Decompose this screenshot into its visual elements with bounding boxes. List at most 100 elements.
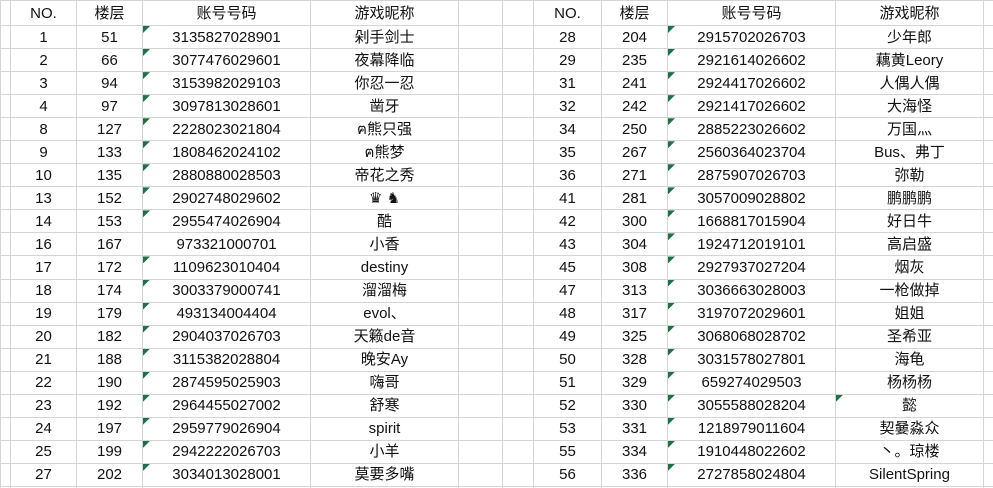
cell-floor[interactable]: 182 <box>77 325 143 349</box>
cell-nickname[interactable]: 少年郎 <box>836 26 984 50</box>
cell-no[interactable]: 4 <box>11 95 77 119</box>
gap-cell[interactable] <box>503 26 534 50</box>
gap-cell[interactable] <box>503 164 534 188</box>
cell-account[interactable]: 2955474026904 <box>143 210 311 234</box>
cell-floor[interactable]: 174 <box>77 279 143 303</box>
cell-account[interactable]: 973321000701 <box>143 233 311 257</box>
cell-account[interactable]: 2904037026703 <box>143 325 311 349</box>
header-nickname[interactable]: 游戏昵称 <box>311 1 459 26</box>
cell-no[interactable]: 29 <box>534 49 602 73</box>
cell-no[interactable]: 35 <box>534 141 602 165</box>
cell-account[interactable]: 3036663028003 <box>668 279 836 303</box>
cell-nickname[interactable]: 烟灰 <box>836 256 984 280</box>
cell-no[interactable]: 24 <box>11 417 77 441</box>
edge-cell[interactable] <box>984 210 993 234</box>
cell-floor[interactable]: 133 <box>77 141 143 165</box>
cell-nickname[interactable]: 嗨哥 <box>311 371 459 395</box>
cell-floor[interactable]: 241 <box>602 72 668 96</box>
cell-no[interactable]: 53 <box>534 417 602 441</box>
cell-no[interactable]: 31 <box>534 72 602 96</box>
gap-cell[interactable] <box>503 233 534 257</box>
header-floor[interactable]: 楼层 <box>602 1 668 26</box>
cell-nickname[interactable]: 溜溜梅 <box>311 279 459 303</box>
cell-nickname[interactable]: 姐姐 <box>836 302 984 326</box>
cell-account[interactable]: 3197072029601 <box>668 302 836 326</box>
cell-nickname[interactable]: ♛ ♞ <box>311 187 459 211</box>
gap-cell[interactable] <box>459 1 503 26</box>
cell-floor[interactable]: 304 <box>602 233 668 257</box>
cell-account[interactable]: 2924417026602 <box>668 72 836 96</box>
edge-cell[interactable] <box>1 440 11 464</box>
cell-no[interactable]: 48 <box>534 302 602 326</box>
cell-no[interactable]: 41 <box>534 187 602 211</box>
cell-account[interactable]: 3115382028804 <box>143 348 311 372</box>
cell-nickname[interactable]: 弥勒 <box>836 164 984 188</box>
cell-floor[interactable]: 330 <box>602 394 668 418</box>
cell-nickname[interactable]: 藕黄Leory <box>836 49 984 73</box>
edge-cell[interactable] <box>1 118 11 142</box>
edge-cell[interactable] <box>1 26 11 50</box>
edge-cell[interactable] <box>984 326 993 349</box>
cell-nickname[interactable]: 酷 <box>311 210 459 234</box>
cell-floor[interactable]: 199 <box>77 440 143 464</box>
edge-cell[interactable] <box>984 349 993 372</box>
cell-account[interactable]: 3055588028204 <box>668 394 836 418</box>
cell-floor[interactable]: 325 <box>602 325 668 349</box>
gap-cell[interactable] <box>459 348 503 372</box>
cell-nickname[interactable]: 舒寒 <box>311 394 459 418</box>
cell-nickname[interactable]: 剁手剑士 <box>311 26 459 50</box>
gap-cell[interactable] <box>503 371 534 395</box>
cell-no[interactable]: 52 <box>534 394 602 418</box>
cell-nickname[interactable]: 丶。琼楼 <box>836 440 984 464</box>
empty-cell[interactable] <box>602 486 668 488</box>
cell-account[interactable]: 2885223026602 <box>668 118 836 142</box>
edge-cell[interactable] <box>984 464 993 487</box>
cell-floor[interactable]: 127 <box>77 118 143 142</box>
edge-cell[interactable] <box>1 233 11 257</box>
cell-floor[interactable]: 336 <box>602 463 668 487</box>
cell-no[interactable]: 47 <box>534 279 602 303</box>
cell-floor[interactable]: 167 <box>77 233 143 257</box>
cell-floor[interactable]: 300 <box>602 210 668 234</box>
gap-cell[interactable] <box>459 486 503 488</box>
gap-cell[interactable] <box>459 417 503 441</box>
cell-no[interactable]: 49 <box>534 325 602 349</box>
gap-cell[interactable] <box>503 256 534 280</box>
cell-floor[interactable]: 97 <box>77 95 143 119</box>
gap-cell[interactable] <box>459 118 503 142</box>
cell-account[interactable]: 2959779026904 <box>143 417 311 441</box>
cell-no[interactable]: 23 <box>11 394 77 418</box>
cell-account[interactable]: 1668817015904 <box>668 210 836 234</box>
edge-cell[interactable] <box>1 394 11 418</box>
gap-cell[interactable] <box>459 440 503 464</box>
cell-floor[interactable]: 197 <box>77 417 143 441</box>
cell-nickname[interactable]: 圣希亚 <box>836 325 984 349</box>
cell-account[interactable]: 2874595025903 <box>143 371 311 395</box>
empty-cell[interactable] <box>11 486 77 488</box>
gap-cell[interactable] <box>459 210 503 234</box>
edge-cell[interactable] <box>984 72 993 96</box>
gap-cell[interactable] <box>503 279 534 303</box>
edge-cell[interactable] <box>1 256 11 280</box>
gap-cell[interactable] <box>503 486 534 488</box>
cell-account[interactable]: 1924712019101 <box>668 233 836 257</box>
gap-cell[interactable] <box>503 302 534 326</box>
cell-account[interactable]: 2964455027002 <box>143 394 311 418</box>
cell-floor[interactable]: 334 <box>602 440 668 464</box>
cell-floor[interactable]: 135 <box>77 164 143 188</box>
edge-cell[interactable] <box>984 187 993 211</box>
gap-cell[interactable] <box>459 256 503 280</box>
cell-floor[interactable]: 172 <box>77 256 143 280</box>
cell-no[interactable]: 50 <box>534 348 602 372</box>
cell-nickname[interactable]: 万国灬 <box>836 118 984 142</box>
gap-cell[interactable] <box>503 1 534 26</box>
cell-floor[interactable]: 204 <box>602 26 668 50</box>
cell-no[interactable]: 1 <box>11 26 77 50</box>
cell-no[interactable]: 43 <box>534 233 602 257</box>
edge-cell[interactable] <box>1 164 11 188</box>
cell-nickname[interactable]: 海龟 <box>836 348 984 372</box>
gap-cell[interactable] <box>459 325 503 349</box>
gap-cell[interactable] <box>503 141 534 165</box>
edge-cell[interactable] <box>1 279 11 303</box>
cell-no[interactable]: 18 <box>11 279 77 303</box>
